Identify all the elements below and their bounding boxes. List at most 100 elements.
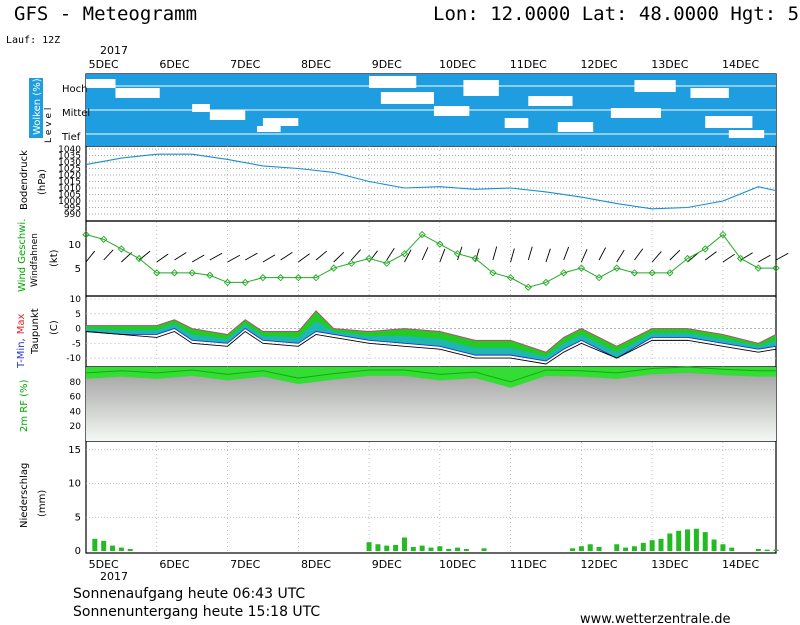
wind-speed-marker [560,269,568,277]
day-label-top: 8DEC [301,58,331,71]
precip-bar [667,533,673,551]
wind-barb [174,252,187,261]
precip-bar [693,528,699,551]
wind-barb [209,252,223,261]
wind-speed-marker [542,278,550,287]
precip-bar [401,537,407,551]
wind-speed-line [85,233,776,288]
wind-speed-marker [630,269,639,277]
cloud-gap [192,104,210,112]
pressure-tick: 1005 [58,191,81,201]
wind-speed-marker [294,274,302,282]
cloud-gap [257,126,281,132]
wind-speed-marker [772,264,780,272]
wind-speed-marker [666,269,674,277]
wind-barb [545,248,551,263]
pressure-tick: 1015 [58,178,81,188]
pressure-tick: 990 [64,210,81,220]
wind-speed-marker [82,230,90,239]
wind-speed-marker [453,250,462,258]
humidity-label: 2m RF (%) [19,379,30,432]
wind-speed-marker [259,274,267,282]
wind-speed-marker [170,269,179,277]
wind-barb [439,248,446,263]
wind-barb [191,254,205,263]
day-label-bottom: 11DEC [510,558,547,571]
wind-barb [156,253,169,263]
day-label-bottom: 5DEC [89,558,119,571]
pressure-tick: 1000 [58,197,81,207]
tmin-label: T-Min, [16,338,27,369]
temp-tick: -5 [72,339,81,349]
wind-barb [474,248,480,263]
wind-speed-marker [400,250,409,258]
day-label-bottom: 12DEC [581,558,618,571]
wind-speed-marker [135,254,143,263]
day-labels-top: 5DEC 6DEC 7DEC 8DEC 9DEC 10DEC 11DEC 12DEC 13DEC… [89,58,760,71]
precip-bar [410,546,416,551]
wind-speed-marker [471,254,479,263]
wind-barb [245,252,258,261]
precip-bar [631,546,637,551]
wind-speed-marker [754,264,762,272]
day-label-top: 6DEC [159,58,189,71]
cloud-gap [610,108,661,118]
precip-bar [720,544,726,551]
pressure-tick: 1030 [58,158,81,168]
wind-speed-marker [418,230,426,239]
day-label-top: 5DEC [89,58,119,71]
wind-barb [510,248,515,263]
precip-bar [685,529,691,551]
tmax-line [86,310,777,353]
cloud-level-high: Hoch [62,84,87,95]
day-label-top: 12DEC [581,58,618,71]
wind-speed-marker [719,230,727,239]
day-label-bottom: 8DEC [301,558,331,571]
precip-bar [755,548,761,551]
svg-text:Wolken (%): Wolken (%) [32,78,43,135]
wind-barb [616,249,625,263]
temp-tick: 10 [70,295,82,305]
wind-barb [758,254,771,263]
precip-bar [446,548,452,551]
temperature-panel: 10 5 0 -5 -10 [66,295,777,365]
wind-speed-marker [347,259,356,267]
wind-barb [298,253,310,263]
wind-speed-marker [365,254,373,263]
wind-barb [386,247,395,261]
cloud-axis-label: Wolken (%) [29,78,43,138]
precip-bar [658,538,664,551]
rh-tick: 80 [70,378,82,388]
wind-barb [280,251,293,261]
precip-bar [455,547,461,551]
dewpoint-label: Taupunkt [30,308,41,355]
wind-speed-marker [595,274,603,282]
cloud-gap [86,79,116,88]
pressure-tick: 995 [64,204,81,214]
precip-tick: 10 [68,479,81,490]
wind-barb [775,252,789,261]
day-label-bottom: 10DEC [439,558,476,571]
temperature-unit: (C) [49,320,60,335]
temp-tick: -10 [66,354,81,364]
precip-bar [711,539,717,551]
precip-bar [110,545,116,551]
wind-speed-marker [188,269,196,277]
rh-background [86,367,776,441]
wind-tick: 10 [68,240,81,251]
wind-barb [598,247,607,261]
wind-speed-marker [206,271,214,279]
day-label-bottom: 7DEC [230,558,260,571]
cloud-level-sublabel: L e v e l [44,108,54,143]
cloud-gap [380,92,434,104]
precip-bar [428,547,434,551]
wind-speed-marker [506,274,515,282]
wind-barb [634,248,644,261]
panel-border [85,440,777,554]
wind-speed-marker [117,245,126,253]
precip-bar [393,544,399,551]
wind-speed-marker [524,283,532,291]
wind-barb [262,254,276,263]
wind-speed-marker [100,235,108,243]
